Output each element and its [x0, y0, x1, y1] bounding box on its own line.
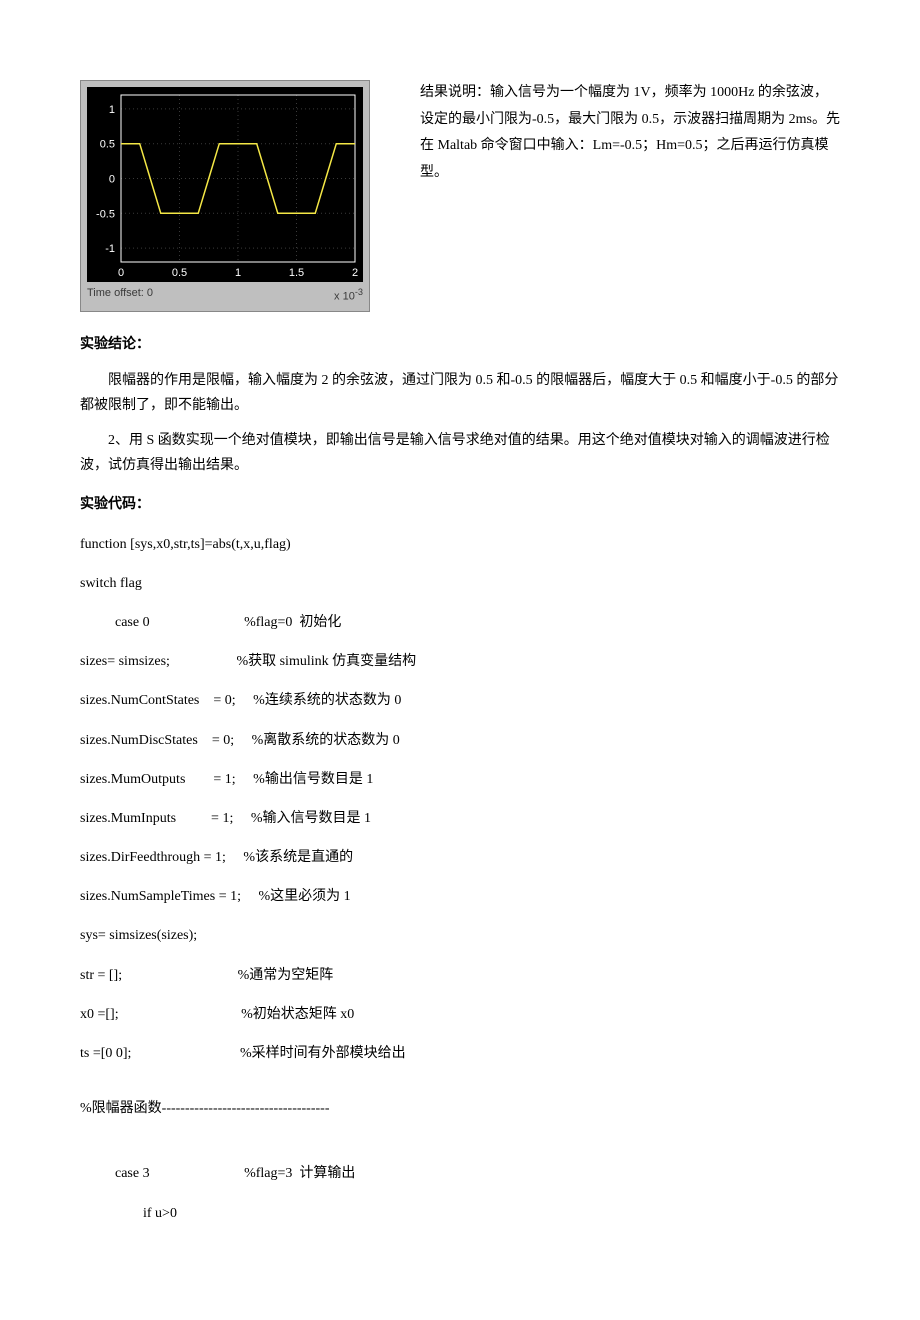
code-line: sizes.DirFeedthrough = 1; %该系统是直通的 [80, 845, 840, 870]
code-line: case 3 %flag=3 计算输出 [80, 1161, 840, 1186]
svg-text:1: 1 [235, 267, 241, 279]
svg-text:0: 0 [109, 174, 115, 186]
time-offset-label: Time offset: 0 [87, 284, 153, 307]
code-line: str = []; %通常为空矩阵 [80, 963, 840, 988]
svg-text:1: 1 [109, 104, 115, 116]
code-line: sys= simsizes(sizes); [80, 923, 840, 948]
paragraph-conclusion: 限幅器的作用是限幅，输入幅度为 2 的余弦波，通过门限为 0.5 和-0.5 的… [80, 368, 840, 418]
svg-text:2: 2 [352, 267, 358, 279]
code-line: if u>0 [80, 1201, 840, 1226]
code-line: sizes.NumContStates = 0; %连续系统的状态数为 0 [80, 688, 840, 713]
scope-plot: -1 -0.5 0 0.5 1 0 0.5 1 1.5 2 [87, 87, 363, 282]
scope-widget: -1 -0.5 0 0.5 1 0 0.5 1 1.5 2 Time offset: 0 x 10… [80, 80, 370, 312]
heading-conclusion: 实验结论： [80, 332, 840, 357]
svg-text:0.5: 0.5 [172, 267, 187, 279]
svg-text:0: 0 [118, 267, 124, 279]
x-exponent-label: x 10-3 [334, 284, 363, 307]
paragraph-question-2: 2、用 S 函数实现一个绝对值模块，即输出信号是输入信号求绝对值的结果。用这个绝… [80, 428, 840, 478]
code-line: x0 =[]; %初始状态矩阵 x0 [80, 1002, 840, 1027]
code-line: sizes.MumOutputs = 1; %输出信号数目是 1 [80, 767, 840, 792]
code-line: function [sys,x0,str,ts]=abs(t,x,u,flag) [80, 532, 840, 557]
heading-code: 实验代码： [80, 492, 840, 517]
code-line: case 0 %flag=0 初始化 [80, 610, 840, 635]
code-line: ts =[0 0]; %采样时间有外部模块给出 [80, 1041, 840, 1066]
code-line: %限幅器函数----------------------------------… [80, 1096, 840, 1121]
svg-text:1.5: 1.5 [289, 267, 304, 279]
svg-text:-1: -1 [105, 243, 115, 255]
code-line: switch flag [80, 571, 840, 596]
svg-text:-0.5: -0.5 [96, 208, 115, 220]
scope-description: 结果说明：输入信号为一个幅度为 1V，频率为 1000Hz 的余弦波，设定的最小… [420, 80, 840, 312]
svg-text:0.5: 0.5 [100, 139, 115, 151]
code-line: sizes= simsizes; %获取 simulink 仿真变量结构 [80, 649, 840, 674]
code-line: sizes.NumSampleTimes = 1; %这里必须为 1 [80, 884, 840, 909]
code-line: sizes.NumDiscStates = 0; %离散系统的状态数为 0 [80, 728, 840, 753]
code-line: sizes.MumInputs = 1; %输入信号数目是 1 [80, 806, 840, 831]
